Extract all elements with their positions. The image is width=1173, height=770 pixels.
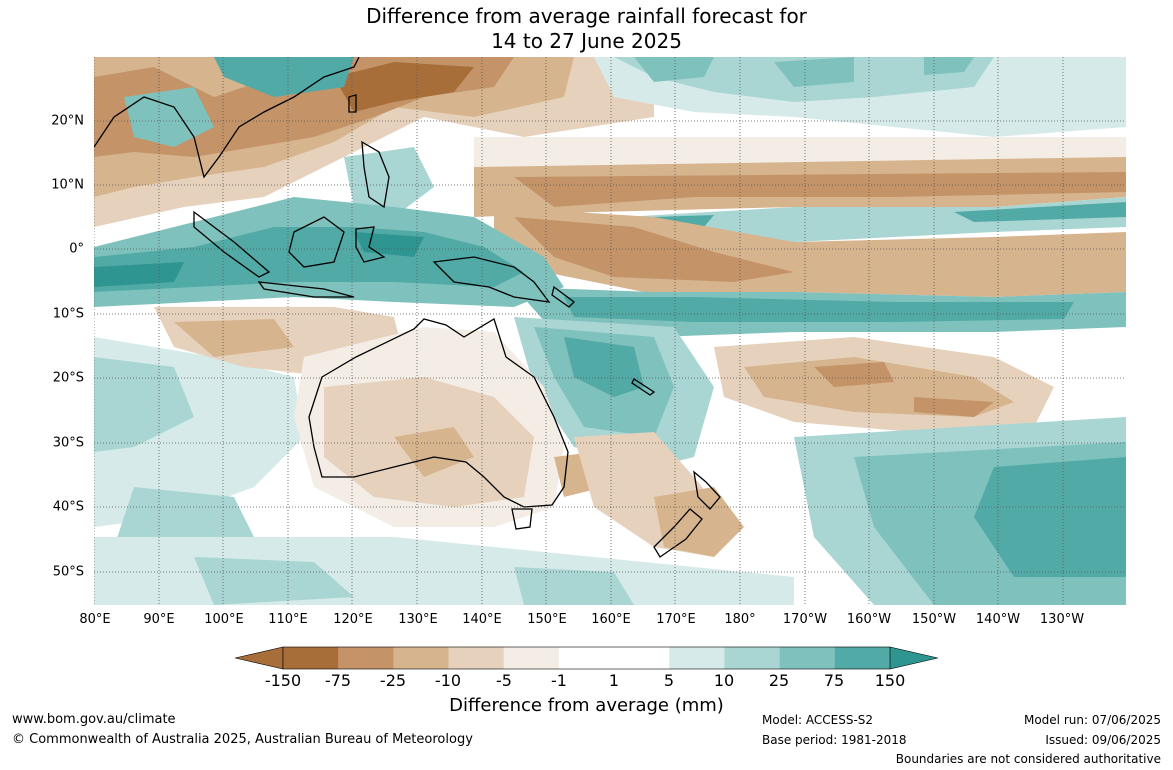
legend-title: Difference from average (mm) (449, 695, 724, 716)
legend-cell-8 (724, 647, 780, 669)
legend-label-3: -10 (434, 671, 462, 690)
coastline-borneo (288, 216, 345, 268)
lon-label-90e: 90°E (143, 612, 175, 627)
legend-arrow-wet (889, 646, 938, 670)
legend-cell-0 (283, 647, 339, 669)
wet-region-coral-sea-strong (564, 337, 644, 397)
lon-label-170e: 170°E (656, 612, 696, 627)
map-title: Difference from average rainfall forecas… (0, 4, 1173, 54)
wet-region-equatorial-lens-core (654, 202, 1126, 227)
coastline-asia-mainland (94, 57, 360, 179)
coastline-solomons (551, 285, 575, 308)
legend-frame (282, 646, 891, 670)
legend-label-1: -75 (324, 671, 352, 690)
lat-label-equator: 0° (69, 241, 84, 257)
lon-label-160e: 160°E (591, 612, 631, 627)
wet-region-southern-ocean-west-mod (194, 557, 634, 605)
dry-region-indian-ocean-mod (174, 319, 294, 357)
coastline-new-caledonia (631, 378, 656, 396)
coastline-sumatra (193, 210, 271, 278)
boundaries-note: Boundaries are not considered authoritat… (895, 752, 1161, 766)
lon-label-150w: 150°W (911, 612, 957, 627)
title-line-2: 14 to 27 June 2025 (491, 29, 682, 53)
legend-label-4: -5 (496, 671, 512, 690)
coastline-tasmania (511, 508, 533, 530)
lat-label-10s: 10°S (52, 306, 84, 322)
legend-label-7: 5 (663, 671, 675, 690)
legend-cell-9 (779, 647, 836, 669)
issued-date: Issued: 09/06/2025 (1045, 733, 1161, 747)
legend-cell-5 (558, 647, 615, 669)
dry-region-equatorial-pacific-strong (514, 217, 794, 282)
legend-cell-7 (669, 647, 725, 669)
legend-cell-4 (503, 647, 560, 669)
coastlines (94, 57, 721, 558)
legend-label-0: -150 (264, 671, 302, 690)
lon-label-140e: 140°E (462, 612, 502, 627)
lat-label-50s: 50°S (52, 564, 84, 580)
wet-region-bay-of-bengal (124, 87, 214, 147)
legend-cells (283, 647, 891, 669)
lat-label-40s: 40°S (52, 499, 84, 515)
coastline-new-guinea (432, 256, 551, 303)
legend-label-5: -1 (551, 671, 567, 690)
base-period: Base period: 1981-2018 (762, 733, 907, 747)
wet-region-equatorial-lens (624, 197, 1126, 242)
legend-label-10: 75 (823, 671, 845, 690)
graticule (94, 57, 1126, 605)
wet-region-southern-ocean-east-core (974, 457, 1126, 577)
title-line-1: Difference from average rainfall forecas… (366, 4, 807, 28)
model-run-date: Model run: 07/06/2025 (1023, 713, 1161, 727)
legend-cell-10 (834, 647, 891, 669)
lat-label-10n: 10°N (51, 177, 84, 193)
lat-label-30s: 30°S (52, 435, 84, 451)
wet-region-maritime-continent-strong (94, 232, 424, 287)
lon-label-80e: 80°E (79, 612, 111, 627)
coastline-java (257, 281, 355, 298)
dry-region-indochina (334, 62, 474, 112)
lon-label-150e: 150°E (527, 612, 567, 627)
legend-label-2: -25 (379, 671, 407, 690)
coastline-sulawesi (355, 226, 386, 263)
lon-label-100e: 100°E (204, 612, 244, 627)
wet-region-north-pacific-strong (634, 57, 974, 87)
wet-region-tibet (214, 57, 354, 97)
lon-label-130e: 130°E (398, 612, 438, 627)
coastline-philippines (361, 140, 390, 209)
dry-region-australia-strong (394, 427, 604, 497)
legend-label-6: 1 (608, 671, 620, 690)
map-canvas (94, 57, 1126, 605)
legend-cell-3 (448, 647, 505, 669)
lon-label-180: 180° (724, 612, 756, 627)
coastline-australia (308, 318, 569, 508)
legend-label-11: 150 (874, 671, 906, 690)
wet-region-south-pacific-band-core (564, 297, 1074, 322)
dry-region-north-pacific-band-strong (514, 172, 1126, 207)
lon-label-170w: 170°W (782, 612, 828, 627)
dry-region-south-pacific-strong (814, 362, 994, 417)
legend-arrow-dry (235, 646, 284, 670)
coastline-new-zealand-south (653, 508, 703, 558)
lon-label-140w: 140°W (975, 612, 1021, 627)
lat-label-20n: 20°N (51, 113, 84, 129)
website-link[interactable]: www.bom.gov.au/climate (12, 712, 176, 727)
lon-label-120e: 120°E (333, 612, 373, 627)
coastline-new-zealand-north (693, 470, 721, 510)
lon-label-110e: 110°E (268, 612, 308, 627)
model-name: Model: ACCESS-S2 (762, 713, 874, 727)
lon-label-160w: 160°W (846, 612, 892, 627)
copyright-text: © Commonwealth of Australia 2025, Austra… (12, 732, 473, 747)
lon-label-130w: 130°W (1039, 612, 1085, 627)
legend-label-9: 25 (768, 671, 790, 690)
legend-label-8: 10 (713, 671, 735, 690)
colour-scale-bar (235, 646, 938, 670)
lat-label-20s: 20°S (52, 370, 84, 386)
coastline-taiwan (348, 94, 357, 113)
wet-region-philippines (344, 147, 434, 217)
rainfall-anomaly-map (94, 57, 1126, 605)
legend-cell-2 (393, 647, 449, 669)
legend-cell-1 (338, 647, 394, 669)
legend-cell-6 (614, 647, 670, 669)
